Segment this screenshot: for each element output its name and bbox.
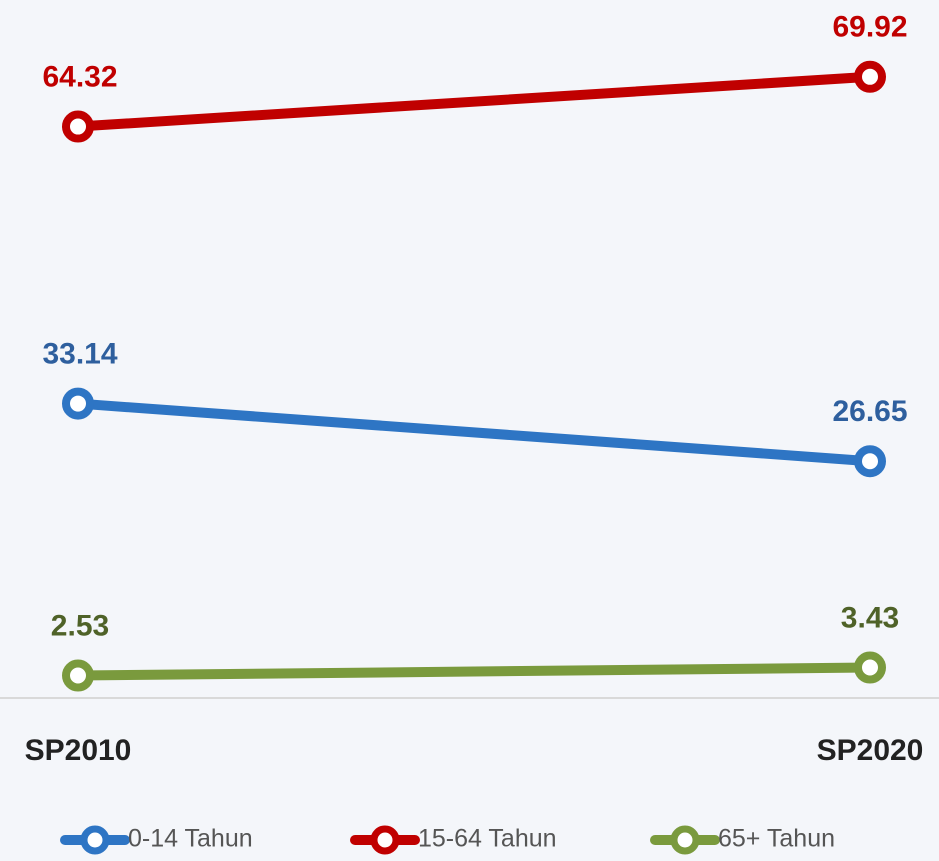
x-tick-label: SP2020 xyxy=(817,734,924,767)
point-marker xyxy=(62,659,94,692)
series-line xyxy=(73,662,875,681)
data-label: 26.65 xyxy=(832,395,907,428)
legend-label: 0-14 Tahun xyxy=(128,825,253,853)
legend-label: 15-64 Tahun xyxy=(418,825,557,853)
data-label: 33.14 xyxy=(42,337,117,370)
legend-label: 65+ Tahun xyxy=(718,825,835,853)
legend-marker xyxy=(670,825,700,855)
point-marker xyxy=(854,651,886,684)
data-label: 69.92 xyxy=(832,11,907,44)
legend-marker xyxy=(370,825,400,855)
series-line xyxy=(73,398,875,467)
x-tick-label: SP2010 xyxy=(25,734,132,767)
point-marker xyxy=(854,445,886,478)
point-marker xyxy=(62,387,94,420)
data-label: 64.32 xyxy=(42,60,117,93)
point-marker xyxy=(854,60,886,93)
point-marker xyxy=(62,110,94,143)
data-label: 2.53 xyxy=(51,609,109,642)
data-label: 3.43 xyxy=(841,601,899,634)
series-line xyxy=(73,71,875,132)
legend-marker xyxy=(80,825,110,855)
